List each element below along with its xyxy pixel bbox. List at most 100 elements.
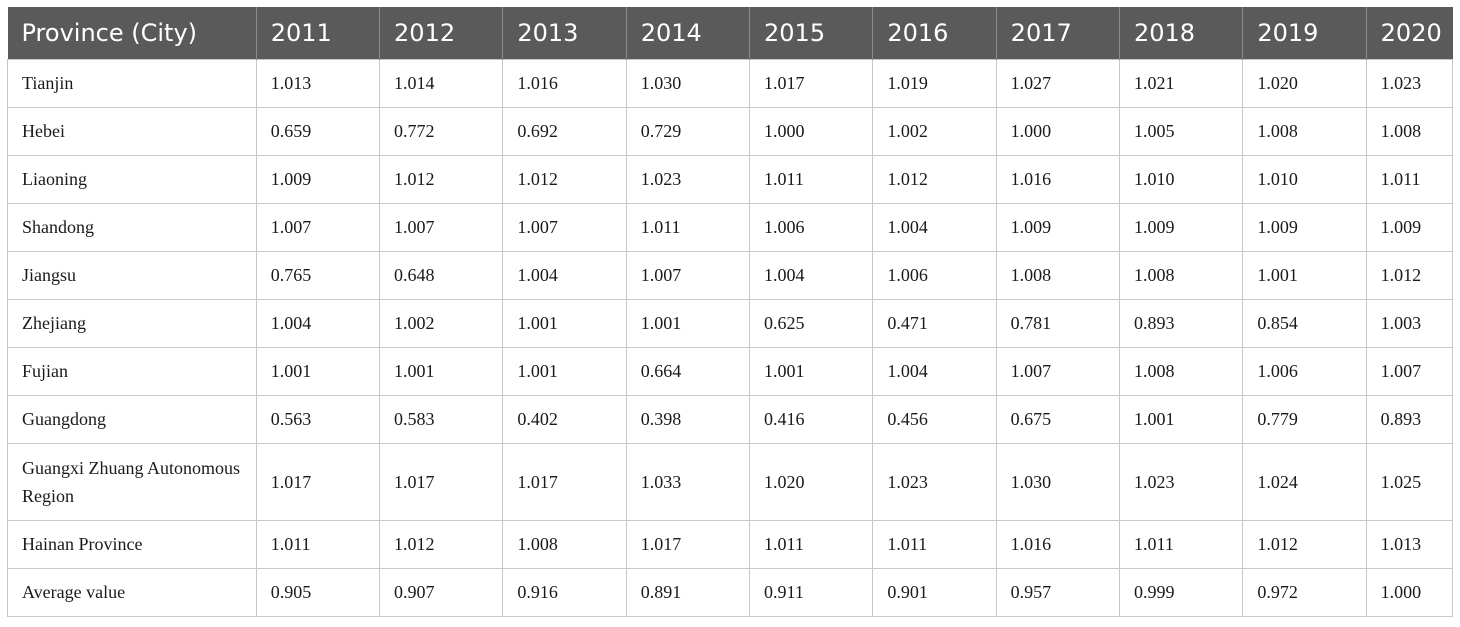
value-cell: 0.402 [502, 394, 627, 444]
value-cell: 0.916 [502, 567, 627, 617]
table-row: Zhejiang 1.004 1.002 1.001 1.001 0.625 0.471 0.… [7, 298, 1454, 348]
value-cell: 1.016 [502, 58, 627, 108]
value-cell: 1.001 [1242, 250, 1367, 300]
value-cell: 1.009 [995, 202, 1121, 252]
value-cell: 0.905 [255, 567, 381, 617]
column-header-year: 2013 [502, 7, 627, 59]
header-row: Province (City) 2011 2012 2013 2014 2015… [7, 7, 1453, 59]
value-cell: 1.016 [995, 154, 1121, 204]
value-cell: 0.729 [625, 106, 751, 156]
row-label-cell: Tianjin [7, 58, 257, 108]
value-cell: 0.659 [255, 106, 381, 156]
column-header-year: 2018 [1118, 7, 1243, 59]
value-cell: 1.033 [625, 442, 751, 521]
value-cell: 1.001 [379, 346, 504, 396]
value-cell: 1.000 [995, 106, 1121, 156]
value-cell: 1.014 [379, 58, 504, 108]
column-header-year: 2014 [625, 7, 750, 59]
value-cell: 1.012 [872, 154, 997, 204]
value-cell: 1.008 [1242, 106, 1367, 156]
value-cell: 1.004 [255, 298, 381, 348]
value-cell: 1.003 [1365, 298, 1454, 348]
value-cell: 0.893 [1365, 394, 1454, 444]
value-cell: 1.002 [872, 106, 997, 156]
value-cell: 1.021 [1118, 58, 1244, 108]
value-cell: 1.009 [1365, 202, 1454, 252]
value-cell: 1.012 [379, 154, 504, 204]
value-cell: 1.001 [749, 346, 874, 396]
value-cell: 1.020 [1242, 58, 1367, 108]
value-cell: 1.007 [502, 202, 627, 252]
value-cell: 0.907 [379, 567, 504, 617]
value-cell: 1.023 [625, 154, 751, 204]
column-header-year: 2012 [379, 7, 503, 59]
column-header-year: 2020 [1365, 7, 1453, 59]
value-cell: 0.583 [379, 394, 504, 444]
row-label-cell: Jiangsu [7, 250, 257, 300]
table-row: Shandong 1.007 1.007 1.007 1.011 1.006 1.004 1.… [7, 202, 1454, 252]
value-cell: 1.012 [1365, 250, 1454, 300]
value-cell: 0.625 [749, 298, 874, 348]
value-cell: 0.854 [1242, 298, 1367, 348]
value-cell: 1.010 [1118, 154, 1244, 204]
row-label-cell: Hebei [7, 106, 257, 156]
table-row: Hebei 0.659 0.772 0.692 0.729 1.000 1.002 1.000… [7, 106, 1454, 156]
value-cell: 1.020 [749, 442, 874, 521]
value-cell: 1.007 [995, 346, 1121, 396]
value-cell: 1.017 [379, 442, 504, 521]
value-cell: 1.012 [1242, 519, 1367, 569]
value-cell: 1.017 [749, 58, 874, 108]
column-header-province: Province (City) [7, 7, 257, 59]
value-cell: 1.017 [502, 442, 627, 521]
value-cell: 1.023 [1365, 58, 1454, 108]
value-cell: 0.901 [872, 567, 997, 617]
column-header-year: 2016 [872, 7, 997, 59]
value-cell: 1.004 [502, 250, 627, 300]
value-cell: 1.006 [872, 250, 997, 300]
value-cell: 1.008 [995, 250, 1121, 300]
value-cell: 1.001 [502, 298, 627, 348]
value-cell: 0.675 [995, 394, 1121, 444]
value-cell: 1.011 [625, 202, 751, 252]
value-cell: 1.013 [1365, 519, 1454, 569]
value-cell: 1.010 [1242, 154, 1367, 204]
value-cell: 1.011 [749, 154, 874, 204]
row-label-cell: Liaoning [7, 154, 257, 204]
value-cell: 0.563 [255, 394, 381, 444]
row-label-cell: Guangxi Zhuang Autonomous Region [7, 442, 257, 521]
value-cell: 1.007 [255, 202, 381, 252]
row-label-cell: Fujian [7, 346, 257, 396]
table-row: Hainan Province 1.011 1.012 1.008 1.017 1.011… [7, 519, 1454, 569]
value-cell: 1.012 [379, 519, 504, 569]
row-label-cell: Zhejiang [7, 298, 257, 348]
value-cell: 1.007 [1365, 346, 1454, 396]
value-cell: 0.765 [255, 250, 381, 300]
value-cell: 1.012 [502, 154, 627, 204]
value-cell: 1.025 [1365, 442, 1454, 521]
table-row: Jiangsu 0.765 0.648 1.004 1.007 1.004 1.006 1.0… [7, 250, 1454, 300]
row-label-cell: Guangdong [7, 394, 257, 444]
value-cell: 0.893 [1118, 298, 1244, 348]
value-cell: 0.779 [1242, 394, 1367, 444]
value-cell: 0.999 [1118, 567, 1244, 617]
table-row: Liaoning 1.009 1.012 1.012 1.023 1.011 1.012 1.… [7, 154, 1454, 204]
value-cell: 1.000 [1365, 567, 1454, 617]
table-row: Average value 0.905 0.907 0.916 0.891 0.911 0.… [7, 567, 1454, 617]
value-cell: 1.002 [379, 298, 504, 348]
value-cell: 1.023 [872, 442, 997, 521]
value-cell: 0.957 [995, 567, 1121, 617]
value-cell: 1.011 [872, 519, 997, 569]
value-cell: 1.005 [1118, 106, 1244, 156]
value-cell: 0.664 [625, 346, 751, 396]
value-cell: 1.008 [502, 519, 627, 569]
value-cell: 0.911 [749, 567, 874, 617]
value-cell: 1.008 [1118, 346, 1244, 396]
value-cell: 1.007 [379, 202, 504, 252]
value-cell: 0.781 [995, 298, 1121, 348]
value-cell: 1.000 [749, 106, 874, 156]
value-cell: 1.001 [625, 298, 751, 348]
value-cell: 1.011 [749, 519, 874, 569]
value-cell: 1.017 [255, 442, 381, 521]
value-cell: 1.030 [625, 58, 751, 108]
column-header-year: 2015 [749, 7, 873, 59]
